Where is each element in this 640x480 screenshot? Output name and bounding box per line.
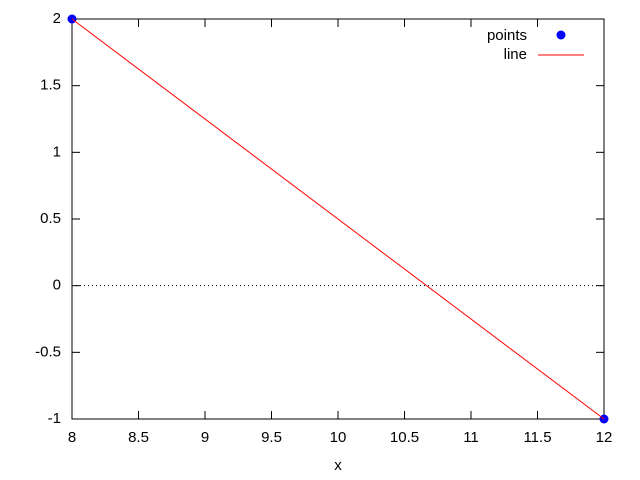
legend-marker: [556, 30, 566, 40]
legend-label: line: [504, 46, 527, 63]
legend-label: points: [487, 27, 527, 44]
y-tick-label: 0: [53, 277, 61, 294]
y-tick-label: -0.5: [35, 343, 61, 360]
y-tick-label: 2: [53, 10, 61, 27]
x-tick-label: 11: [463, 429, 479, 446]
x-tick-label: 9.5: [261, 429, 282, 446]
x-tick-label: 12: [596, 429, 613, 446]
x-axis-label: x: [334, 457, 342, 474]
y-tick-label: 1: [53, 143, 61, 160]
x-tick-label: 8: [68, 429, 76, 446]
y-tick-label: 0.5: [40, 210, 61, 227]
x-tick-label: 11.5: [523, 429, 551, 446]
y-tick-label: -1: [48, 410, 61, 427]
x-tick-label: 10.5: [390, 429, 419, 446]
line: [71, 18, 605, 420]
y-tick-label: 1.5: [40, 77, 61, 94]
x-tick-label: 8.5: [128, 429, 149, 446]
x-tick-label: 9: [201, 429, 209, 446]
x-tick-label: 10: [330, 429, 347, 446]
